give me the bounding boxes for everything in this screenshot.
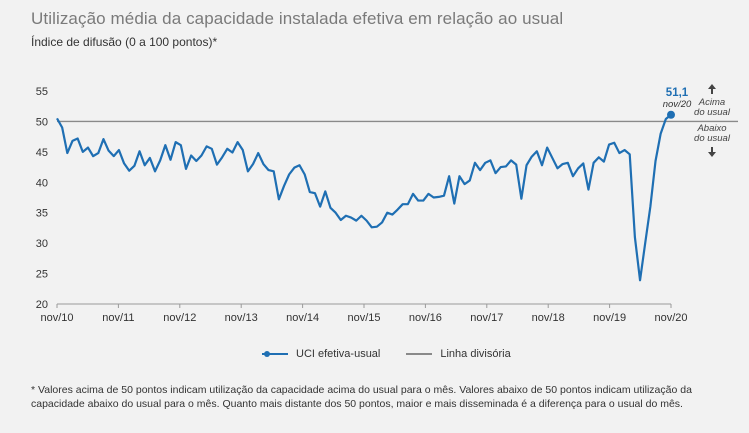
x-tick-label: nov/12 <box>163 312 196 324</box>
series-line <box>56 113 672 282</box>
x-tick-label: nov/13 <box>225 312 258 324</box>
x-tick-label: nov/15 <box>347 312 380 324</box>
x-tick-label: nov/11 <box>102 312 134 324</box>
x-tick-label: nov/17 <box>470 312 503 324</box>
last-value-label: 51,1 <box>666 87 689 99</box>
legend-divider-label: Linha divisória <box>440 348 511 360</box>
footnote: * Valores acima de 50 pontos indicam uti… <box>31 384 692 410</box>
above-label-line1: Acima <box>698 97 725 108</box>
y-tick-label: 50 <box>36 116 48 128</box>
below-label-line2: do usual <box>694 133 731 144</box>
y-tick-label: 40 <box>36 177 48 189</box>
legend-series-label: UCI efetiva-usual <box>296 348 381 360</box>
x-tick-label: nov/20 <box>654 312 687 324</box>
legend-item-series: UCI efetiva-usual <box>262 348 380 360</box>
x-tick-label: nov/18 <box>532 312 565 324</box>
y-tick-label: 55 <box>36 86 48 98</box>
y-tick-label: 25 <box>36 269 48 281</box>
x-tick-label: nov/14 <box>286 312 319 324</box>
y-tick-label: 30 <box>36 238 48 250</box>
x-tick-label: nov/19 <box>593 312 626 324</box>
line-chart: 20 25 30 35 40 45 50 55 nov/10 nov/11 nov/12 nov/13… <box>36 84 738 324</box>
below-label-line1: Abaixo <box>696 123 726 134</box>
chart-subtitle: Índice de difusão (0 a 100 pontos)* <box>31 35 218 49</box>
above-label-line2: do usual <box>694 107 731 118</box>
chart-legend: UCI efetiva-usual Linha divisória <box>262 348 537 360</box>
last-date-label: nov/20 <box>663 99 692 110</box>
arrow-down-icon <box>708 147 716 157</box>
arrow-up-icon <box>708 84 716 94</box>
last-point-marker <box>667 110 675 119</box>
y-tick-label: 45 <box>36 147 48 159</box>
x-tick-label: nov/16 <box>409 312 442 324</box>
x-tick-label: nov/10 <box>40 312 73 324</box>
y-tick-label: 20 <box>36 299 48 311</box>
legend-divider-swatch <box>406 353 433 355</box>
legend-series-swatch <box>262 351 288 357</box>
y-tick-label: 35 <box>36 208 48 220</box>
chart-title: Utilização média da capacidade instalada… <box>31 9 564 28</box>
legend-item-divider: Linha divisória <box>406 348 511 360</box>
